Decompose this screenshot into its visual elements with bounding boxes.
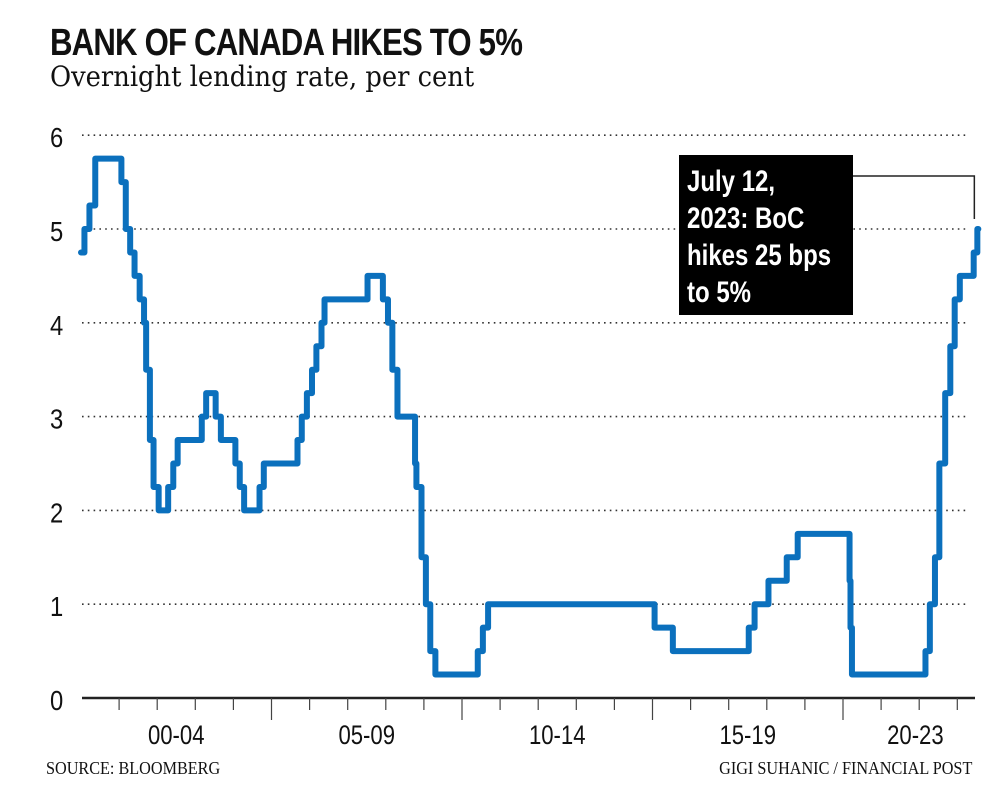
- y-tick-label: 6: [50, 121, 63, 153]
- annotation-line: 2023: BoC: [687, 202, 805, 235]
- y-tick-label: 0: [50, 684, 63, 716]
- annotation-line: hikes 25 bps: [687, 239, 832, 272]
- source-note: SOURCE: BLOOMBERG: [46, 758, 221, 778]
- y-tick-label: 4: [50, 309, 63, 341]
- x-tick-label: 10-14: [529, 721, 586, 751]
- annotation-leader: [853, 175, 976, 219]
- x-tick-label: 05-09: [338, 721, 395, 751]
- rate-line: [78, 155, 982, 678]
- y-tick-label: 2: [50, 497, 63, 529]
- chart-subtitle: Overnight lending rate, per cent: [50, 60, 475, 93]
- x-tick-label: 20-23: [887, 721, 944, 751]
- y-tick-label: 3: [50, 403, 63, 435]
- x-tick-label: 15-19: [719, 721, 776, 751]
- annotation-line: July 12,: [687, 165, 776, 198]
- y-tick-label: 5: [50, 215, 63, 247]
- annotation-line: to 5%: [687, 276, 752, 309]
- chart-title: BANK OF CANADA HIKES TO 5%: [50, 22, 523, 64]
- x-tick-label: 00-04: [148, 721, 205, 751]
- credit-note: GIGI SUHANIC / FINANCIAL POST: [718, 758, 972, 778]
- annotation-box: July 12, 2023: BoC hikes 25 bps to 5%: [679, 155, 853, 315]
- y-tick-label: 1: [50, 590, 63, 622]
